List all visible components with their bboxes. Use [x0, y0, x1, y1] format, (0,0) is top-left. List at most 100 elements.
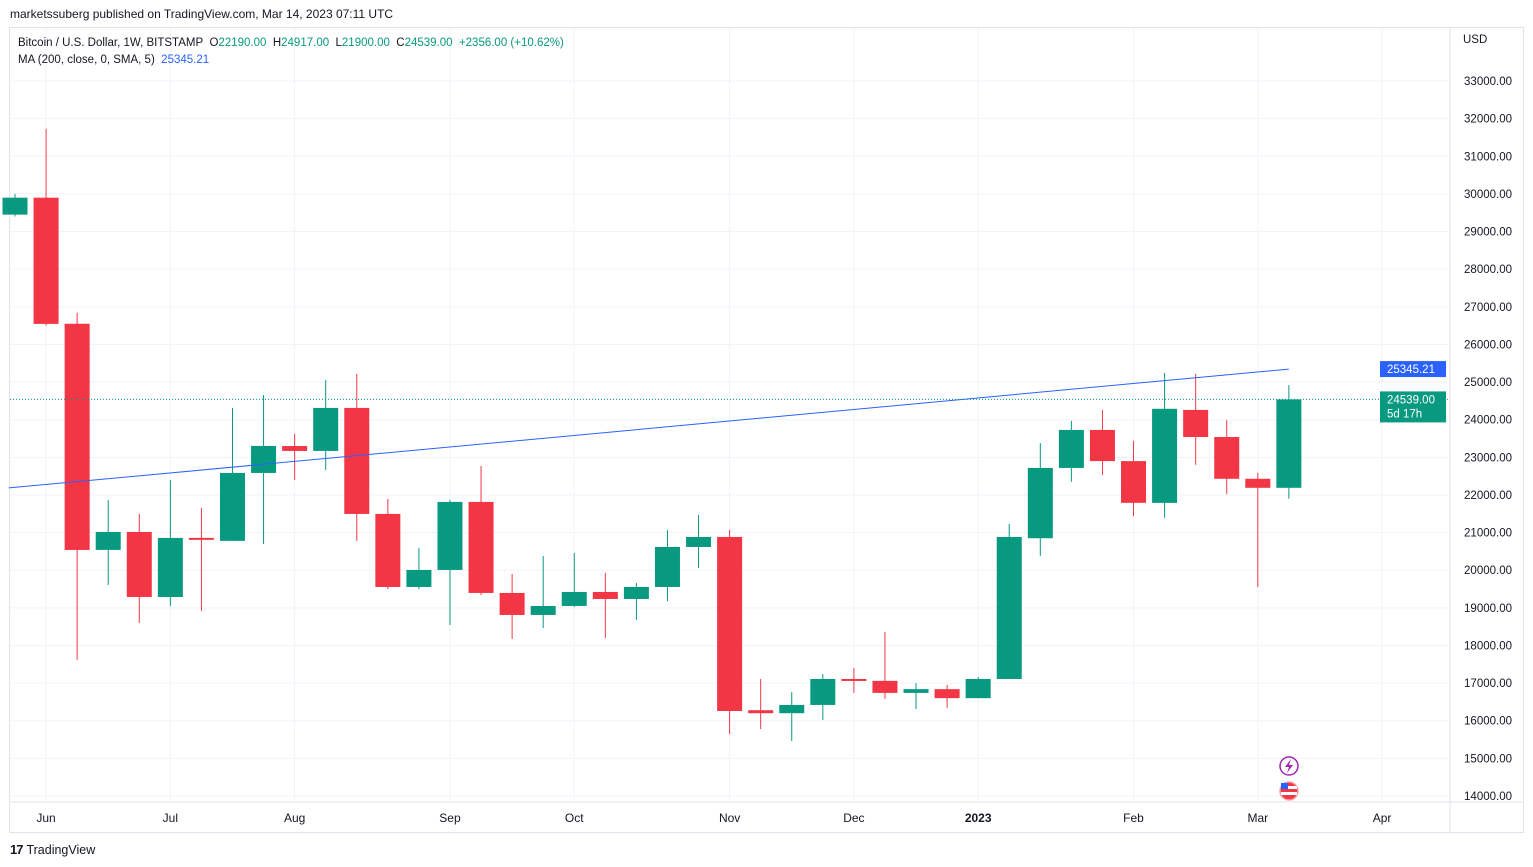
y-tick-label: 20000.00	[1464, 565, 1512, 577]
x-tick-label: Nov	[719, 811, 740, 825]
candle-body	[468, 501, 494, 593]
x-tick-label: Jul	[163, 811, 178, 825]
flag-stripe	[1281, 786, 1297, 789]
candle	[219, 407, 245, 541]
flag-stripe	[1281, 792, 1297, 795]
last-price-tag	[1380, 391, 1446, 423]
candle-body	[437, 501, 463, 570]
candle	[934, 684, 960, 708]
candle	[561, 552, 587, 608]
candle-body	[1245, 478, 1271, 488]
ma-price-tag	[1380, 361, 1446, 378]
x-tick-label: Feb	[1123, 811, 1144, 825]
candle	[530, 555, 556, 628]
legend-low: 21900.00	[341, 37, 390, 49]
candle-body	[1276, 399, 1302, 488]
candle	[748, 678, 774, 730]
candle	[686, 514, 712, 568]
legend-close-label: C	[396, 37, 405, 49]
candle	[64, 312, 90, 660]
candle-body	[996, 536, 1022, 679]
flag-canton	[1281, 783, 1288, 789]
candle	[592, 572, 618, 638]
y-tick-label: 33000.00	[1464, 76, 1512, 88]
footer-brand: 17 TradingView	[10, 842, 95, 857]
candle	[903, 683, 929, 710]
y-tick-label: 16000.00	[1464, 716, 1512, 728]
x-tick-label: Oct	[565, 811, 584, 825]
candle-body	[344, 407, 370, 514]
candle	[1121, 440, 1147, 517]
footer-brand-text: TradingView	[26, 842, 96, 857]
candle	[779, 692, 805, 742]
candle	[468, 465, 494, 596]
candle	[2, 193, 28, 217]
candle	[623, 583, 649, 620]
candle-body	[965, 678, 991, 699]
candle-body	[530, 605, 556, 615]
candle	[33, 128, 59, 326]
candle-body	[33, 197, 59, 324]
candle-body	[1058, 429, 1084, 468]
y-tick-label: 29000.00	[1464, 227, 1512, 239]
candle-body	[2, 197, 28, 215]
candle	[313, 379, 339, 470]
candle-body	[1214, 437, 1240, 479]
x-tick-label: Apr	[1373, 811, 1392, 825]
candle	[872, 631, 898, 699]
x-tick-label: Sep	[439, 811, 461, 825]
candle-body	[499, 592, 525, 615]
candle-body	[934, 689, 960, 699]
candle-body	[748, 710, 774, 714]
candle	[1276, 385, 1302, 499]
legend-ma-row: MA (200, close, 0, SMA, 5) 25345.21	[18, 52, 564, 69]
candle	[188, 507, 214, 611]
y-tick-label: 17000.00	[1464, 678, 1512, 690]
candle	[1183, 373, 1209, 465]
x-tick-label: Aug	[284, 811, 305, 825]
candle	[1027, 443, 1053, 556]
candle-body	[219, 472, 245, 541]
candle-body	[126, 531, 152, 597]
candle-body	[188, 537, 214, 540]
candle	[95, 499, 121, 585]
y-tick-label: 15000.00	[1464, 753, 1512, 765]
y-tick-label: 19000.00	[1464, 603, 1512, 615]
legend-low-label: L	[335, 37, 342, 49]
legend-symbol[interactable]: Bitcoin / U.S. Dollar, 1W, BITSTAMP	[18, 37, 204, 49]
candle	[996, 523, 1022, 679]
candle-body	[686, 536, 712, 547]
candle-body	[1089, 429, 1115, 462]
countdown-text: 5d 17h	[1387, 408, 1422, 420]
legend-close: 24539.00	[404, 37, 453, 49]
y-tick-label: 26000.00	[1464, 339, 1512, 351]
candle-body	[282, 446, 308, 451]
candle-body	[810, 678, 836, 705]
candle-body	[95, 531, 121, 550]
candle	[437, 499, 463, 625]
candle	[1058, 420, 1084, 482]
y-tick-label: 27000.00	[1464, 302, 1512, 314]
candle-body	[313, 407, 339, 451]
chart-legend: Bitcoin / U.S. Dollar, 1W, BITSTAMP O221…	[18, 35, 564, 69]
candle	[126, 513, 152, 623]
y-tick-label: 18000.00	[1464, 640, 1512, 652]
candle-body	[1121, 461, 1147, 503]
y-tick-label: 23000.00	[1464, 452, 1512, 464]
x-tick-label: Jun	[36, 811, 55, 825]
y-tick-label: 14000.00	[1464, 791, 1512, 803]
candle	[499, 573, 525, 639]
legend-high: 24917.00	[281, 37, 330, 49]
legend-high-label: H	[272, 37, 282, 49]
chart-frame	[9, 27, 1524, 833]
candle	[1214, 420, 1240, 494]
candle	[654, 529, 680, 602]
lightning-glyph-icon	[1285, 759, 1293, 773]
legend-ma-label[interactable]: MA (200, close, 0, SMA, 5)	[18, 54, 155, 66]
candle-body	[841, 678, 867, 681]
y-tick-label: 30000.00	[1464, 189, 1512, 201]
candle	[344, 373, 370, 541]
publisher-line: marketssuberg published on TradingView.c…	[10, 7, 394, 21]
tradingview-logo-icon: 17	[10, 842, 24, 857]
